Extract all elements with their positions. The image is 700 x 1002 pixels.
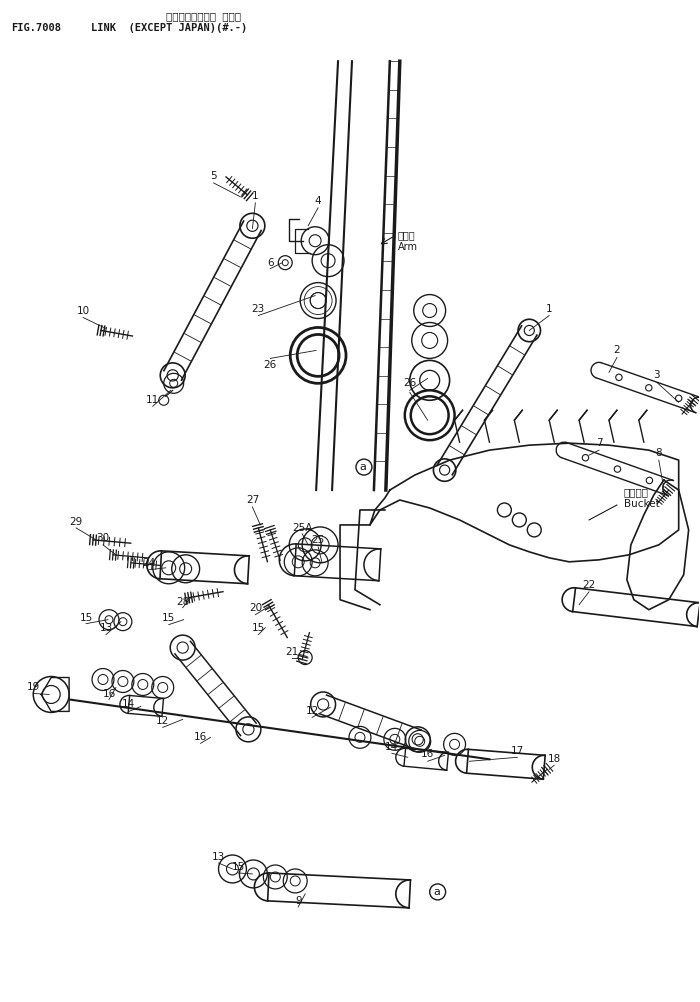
Text: 15: 15 [79,612,92,622]
Text: 8: 8 [655,448,662,458]
Text: アーム
Arm: アーム Arm [398,229,418,252]
Text: FIG.7008: FIG.7008 [11,23,62,33]
Text: 25: 25 [312,535,325,545]
Text: 2: 2 [614,346,620,356]
Text: 23: 23 [252,304,265,314]
Text: 28: 28 [176,597,189,607]
Text: 25A: 25A [292,523,312,533]
Text: 11: 11 [146,395,160,405]
Text: 12: 12 [156,716,169,726]
Text: 21: 21 [286,646,299,656]
Text: 5: 5 [210,171,217,181]
Text: 15: 15 [162,612,175,622]
Text: LINK  (EXCEPT JAPAN)(#.-): LINK (EXCEPT JAPAN)(#.-) [91,23,247,33]
Text: a: a [360,462,366,472]
Text: 20: 20 [248,603,262,612]
Text: リンク（カイガイ ヨコ）: リンク（カイガイ ヨコ） [166,11,241,21]
Text: 7: 7 [596,438,602,448]
Text: 6: 6 [267,258,274,268]
Text: 13: 13 [212,852,225,862]
Text: 14: 14 [122,699,136,709]
Text: 16: 16 [102,689,116,699]
Text: 26: 26 [264,361,277,371]
Text: 24: 24 [142,558,155,568]
Text: 10: 10 [76,306,90,316]
Text: 3: 3 [654,371,660,381]
Text: 27: 27 [246,495,259,505]
Text: 13: 13 [99,622,113,632]
Text: 15: 15 [232,862,245,872]
Text: 16: 16 [194,732,207,742]
Text: 17: 17 [511,746,524,757]
Text: バケット
Bucket: バケット Bucket [624,487,659,509]
Text: 15: 15 [252,622,265,632]
Text: 4: 4 [315,195,321,205]
Text: 14: 14 [385,742,398,753]
Text: 1: 1 [252,190,259,200]
Text: 29: 29 [69,517,83,527]
Text: 26: 26 [403,379,416,389]
Text: 18: 18 [547,755,561,765]
Text: 12: 12 [305,706,318,716]
Text: 16: 16 [421,749,434,760]
Text: a: a [433,887,440,897]
Text: 30: 30 [97,533,109,543]
Text: 9: 9 [295,896,302,906]
Text: 19: 19 [27,682,40,692]
Text: 22: 22 [582,580,596,590]
Text: 1: 1 [546,304,552,314]
